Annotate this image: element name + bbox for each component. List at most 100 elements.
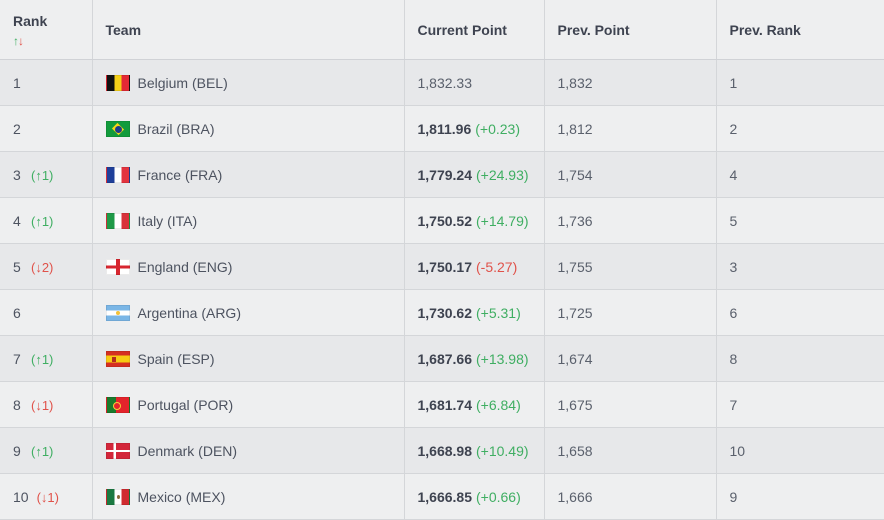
current-point-value: 1,832.33 <box>417 74 473 91</box>
rank-value: 5 <box>13 258 21 275</box>
rank-movement-badge: (↑1) <box>31 443 54 459</box>
table-row[interactable]: 5 (↓2) England (ENG) 1,750.17 (-5.27) 1,75… <box>0 243 884 290</box>
table-row[interactable]: 1 Belgium (BEL) 1,832.33 1,832 1 <box>0 59 884 106</box>
table-row[interactable]: 7 (↑1) Spain (ESP) 1,687.66 (+13.98) 1,674… <box>0 335 884 382</box>
current-point-cell: 1,730.62 (+5.31) <box>404 289 545 336</box>
current-point-cell: 1,687.66 (+13.98) <box>404 335 545 382</box>
prev-point-value: 1,674 <box>557 350 593 367</box>
current-point-value: 1,730.62 <box>417 304 473 321</box>
flag-por-icon <box>105 396 130 413</box>
rank-column-header[interactable]: Rank ↑↓ <box>0 0 93 60</box>
point-change: (-5.27) <box>476 258 518 275</box>
team-cell: England (ENG) <box>92 243 405 290</box>
table-row[interactable]: 4 (↑1) Italy (ITA) 1,750.52 (+14.79) 1,736… <box>0 197 884 244</box>
prev-rank-value: 10 <box>729 442 746 459</box>
point-change: (+0.66) <box>476 488 521 505</box>
table-row[interactable]: 9 (↑1) Denmark (DEN) 1,668.98 (+10.49) 1,6… <box>0 427 884 474</box>
prev-rank-cell: 8 <box>716 335 884 382</box>
flag-den-icon <box>105 442 130 459</box>
flag-mex-icon <box>105 488 130 505</box>
table-row[interactable]: 10 (↓1) Mexico (MEX) 1,666.85 (+0.66) 1,66… <box>0 473 884 520</box>
rank-value: 9 <box>13 442 21 459</box>
prev-point-value: 1,754 <box>557 166 593 183</box>
prev-rank-cell: 2 <box>716 105 884 152</box>
rank-value: 1 <box>13 74 21 91</box>
rank-value: 2 <box>13 120 21 137</box>
prev-point-value: 1,658 <box>557 442 593 459</box>
rank-value: 3 <box>13 166 21 183</box>
rank-cell: 7 (↑1) <box>0 335 93 382</box>
rank-cell: 2 <box>0 105 93 152</box>
team-name[interactable]: Mexico (MEX) <box>137 488 226 505</box>
team-cell: Belgium (BEL) <box>92 59 405 106</box>
team-name[interactable]: Argentina (ARG) <box>137 304 241 321</box>
prev-point-value: 1,736 <box>557 212 593 229</box>
prev-point-value: 1,675 <box>557 396 593 413</box>
flag-bel-icon <box>105 74 130 91</box>
prev-point-cell: 1,812 <box>544 105 717 152</box>
team-cell: Portugal (POR) <box>92 381 405 428</box>
prev-rank-value: 6 <box>729 304 738 321</box>
team-column-header[interactable]: Team <box>92 0 405 60</box>
flag-eng-icon <box>105 258 130 275</box>
prev-rank-value: 2 <box>729 120 738 137</box>
current-point-value: 1,750.17 <box>417 258 473 275</box>
team-name[interactable]: France (FRA) <box>137 166 223 183</box>
prev-point-column-header[interactable]: Prev. Point <box>544 0 717 60</box>
prev-rank-column-header[interactable]: Prev. Rank <box>716 0 884 60</box>
current-point-value: 1,779.24 <box>417 166 473 183</box>
rank-value: 7 <box>13 350 21 367</box>
rank-value: 8 <box>13 396 21 413</box>
current-point-column-header[interactable]: Current Point <box>404 0 545 60</box>
table-row[interactable]: 3 (↑1) France (FRA) 1,779.24 (+24.93) 1,75… <box>0 151 884 198</box>
flag-fra-icon <box>105 166 130 183</box>
current-point-value: 1,681.74 <box>417 396 473 413</box>
table-body: 1 Belgium (BEL) 1,832.33 1,832 1 2 Brazi… <box>0 59 884 520</box>
rank-value: 6 <box>13 304 21 321</box>
sort-icon[interactable]: ↑↓ <box>13 31 91 51</box>
table-row[interactable]: 2 Brazil (BRA) 1,811.96 (+0.23) 1,812 2 <box>0 105 884 152</box>
current-point-cell: 1,750.52 (+14.79) <box>404 197 545 244</box>
prev-point-cell: 1,725 <box>544 289 717 336</box>
prev-rank-cell: 4 <box>716 151 884 198</box>
point-change: (+10.49) <box>476 442 529 459</box>
table-header: Rank ↑↓ Team Current Point Prev. Point P… <box>0 0 884 60</box>
current-point-cell: 1,811.96 (+0.23) <box>404 105 545 152</box>
sort-down-icon: ↓ <box>18 33 24 48</box>
team-name[interactable]: Italy (ITA) <box>137 212 198 229</box>
team-cell: Mexico (MEX) <box>92 473 405 520</box>
prev-rank-value: 7 <box>729 396 738 413</box>
rank-cell: 9 (↑1) <box>0 427 93 474</box>
prev-point-cell: 1,658 <box>544 427 717 474</box>
team-name[interactable]: Belgium (BEL) <box>137 74 228 91</box>
team-name[interactable]: England (ENG) <box>137 258 233 275</box>
rank-cell: 1 <box>0 59 93 106</box>
current-point-value: 1,668.98 <box>417 442 473 459</box>
point-change: (+6.84) <box>476 396 521 413</box>
table-row[interactable]: 8 (↓1) Portugal (POR) 1,681.74 (+6.84) 1,6… <box>0 381 884 428</box>
prev-rank-cell: 3 <box>716 243 884 290</box>
team-name[interactable]: Brazil (BRA) <box>137 120 215 137</box>
prev-rank-cell: 1 <box>716 59 884 106</box>
prev-point-cell: 1,736 <box>544 197 717 244</box>
rank-movement-badge: (↓2) <box>31 259 54 275</box>
prev-rank-cell: 7 <box>716 381 884 428</box>
prev-rank-value: 1 <box>729 74 738 91</box>
team-name[interactable]: Spain (ESP) <box>137 350 215 367</box>
team-name[interactable]: Denmark (DEN) <box>137 442 238 459</box>
team-cell: Brazil (BRA) <box>92 105 405 152</box>
point-change: (+13.98) <box>476 350 529 367</box>
prev-rank-cell: 9 <box>716 473 884 520</box>
current-point-cell: 1,750.17 (-5.27) <box>404 243 545 290</box>
sort-up-icon: ↑ <box>13 33 19 48</box>
team-name[interactable]: Portugal (POR) <box>137 396 234 413</box>
rank-movement-badge: (↓1) <box>36 489 59 505</box>
prev-rank-value: 5 <box>729 212 738 229</box>
prev-point-cell: 1,755 <box>544 243 717 290</box>
table-row[interactable]: 6 Argentina (ARG) 1,730.62 (+5.31) 1,725 … <box>0 289 884 336</box>
prev-point-value: 1,832 <box>557 74 593 91</box>
rank-cell: 6 <box>0 289 93 336</box>
current-point-cell: 1,779.24 (+24.93) <box>404 151 545 198</box>
prev-rank-cell: 10 <box>716 427 884 474</box>
current-point-value: 1,811.96 <box>417 120 472 137</box>
